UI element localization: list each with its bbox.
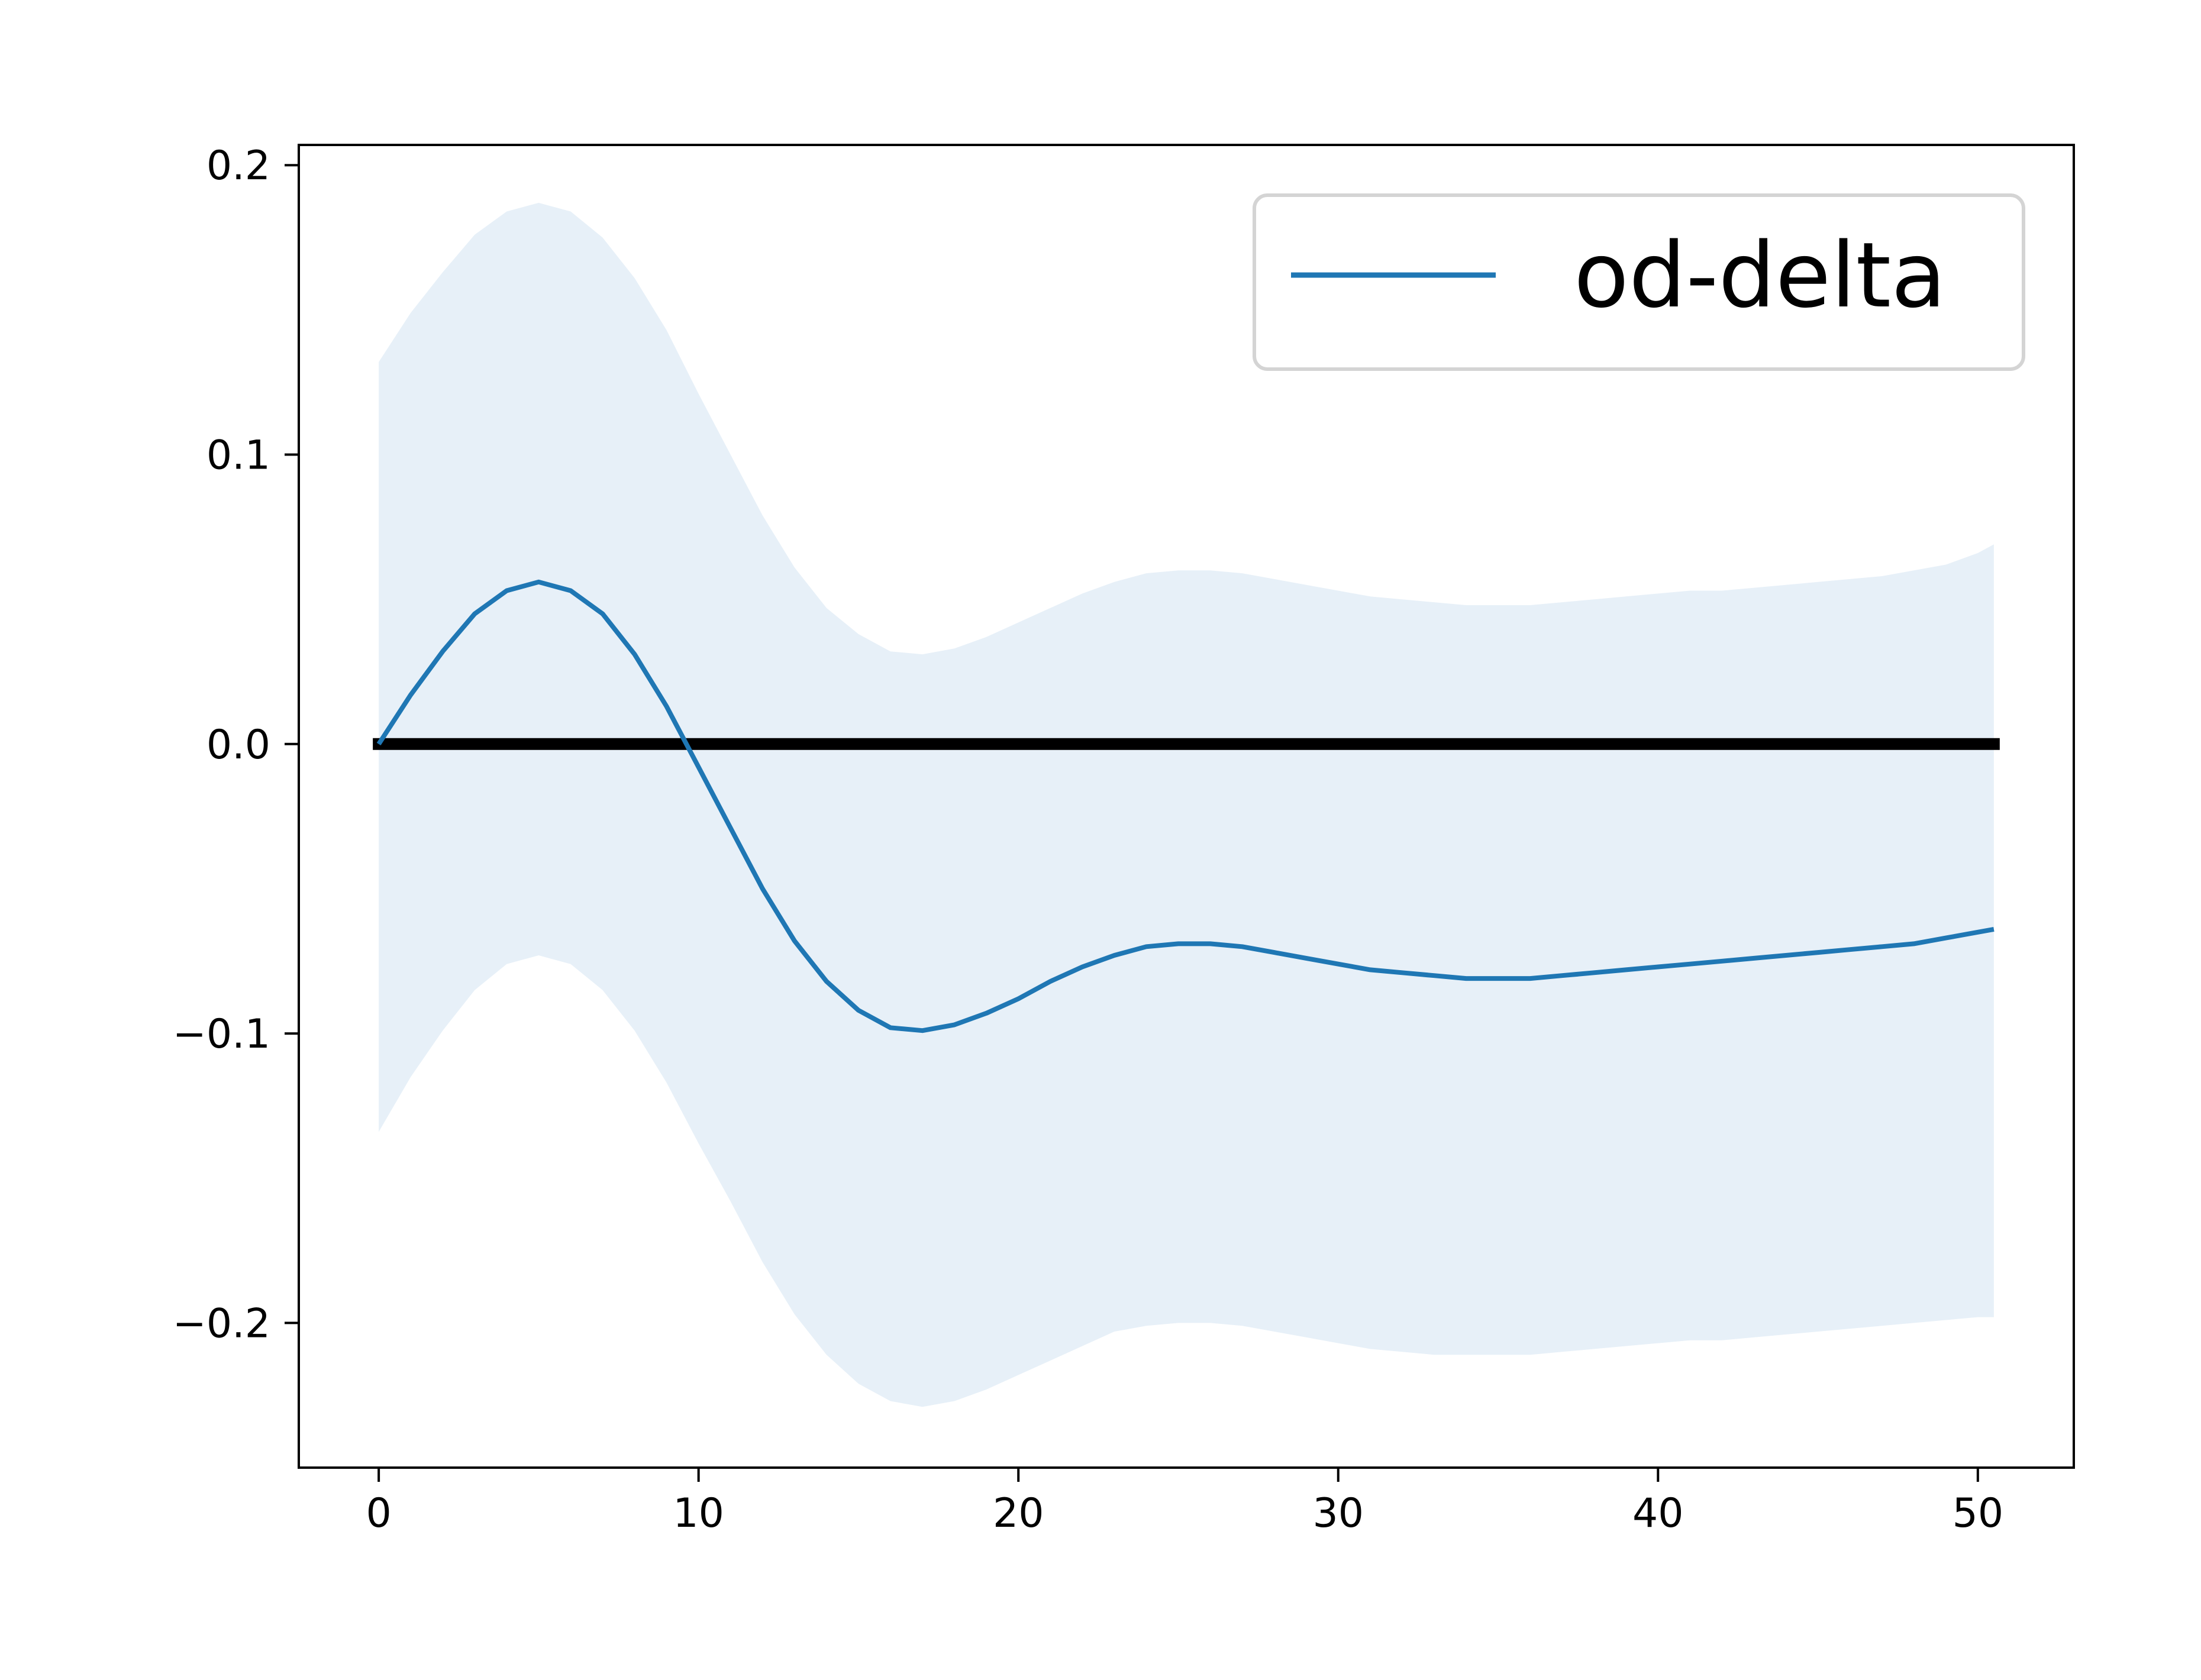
x-tick-label: 50 xyxy=(1952,1490,2004,1537)
x-tick-label: 30 xyxy=(1312,1490,1364,1537)
y-tick-label: −0.1 xyxy=(173,1011,270,1058)
y-tick-label: 0.2 xyxy=(206,143,270,189)
y-tick-label: 0.1 xyxy=(206,432,270,479)
x-tick-label: 40 xyxy=(1632,1490,1684,1537)
plot-content xyxy=(373,202,2000,1407)
x-tick-label: 0 xyxy=(366,1490,392,1537)
legend-box xyxy=(1253,193,2025,371)
legend-label-od-delta: od-delta xyxy=(1574,223,1946,328)
confidence-band xyxy=(379,202,1994,1407)
x-axis-ticks: 0 10 20 30 40 50 xyxy=(366,1468,2004,1537)
y-axis-ticks: −0.2 −0.1 0.0 0.1 0.2 xyxy=(173,143,299,1347)
plot-frame xyxy=(298,144,2075,1469)
series-line-od-delta xyxy=(376,579,1995,1033)
legend: od-delta xyxy=(1253,193,2025,371)
x-tick-label: 10 xyxy=(673,1490,724,1537)
y-tick-label: −0.2 xyxy=(173,1300,270,1347)
y-tick-label: 0.0 xyxy=(206,722,270,768)
x-tick-label: 20 xyxy=(993,1490,1044,1537)
